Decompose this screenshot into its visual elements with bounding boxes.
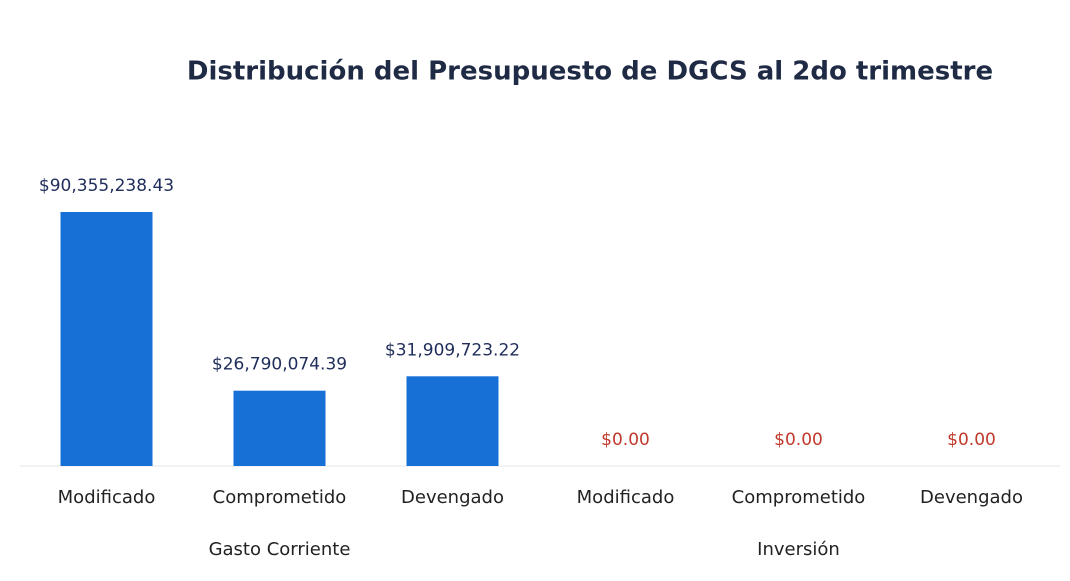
value-label: $90,355,238.43 [39,176,174,196]
value-label: $31,909,723.22 [385,340,520,360]
value-label: $0.00 [774,430,823,450]
x-tick-label: Devengado [920,487,1023,508]
value-label: $0.00 [947,430,996,450]
x-tick-label: Devengado [401,487,504,508]
x-tick-label: Modificado [577,487,675,508]
bar [406,376,499,466]
x-tick-label: Comprometido [213,487,347,508]
group-label: Gasto Corriente [209,539,351,560]
chart-title: Distribución del Presupuesto de DGCS al … [187,57,993,87]
x-tick-label: Modificado [58,487,156,508]
bar [60,212,153,466]
group-label: Inversión [757,539,840,560]
x-tick-label: Comprometido [732,487,866,508]
value-label: $0.00 [601,430,650,450]
value-label: $26,790,074.39 [212,355,347,375]
bar [233,390,326,466]
